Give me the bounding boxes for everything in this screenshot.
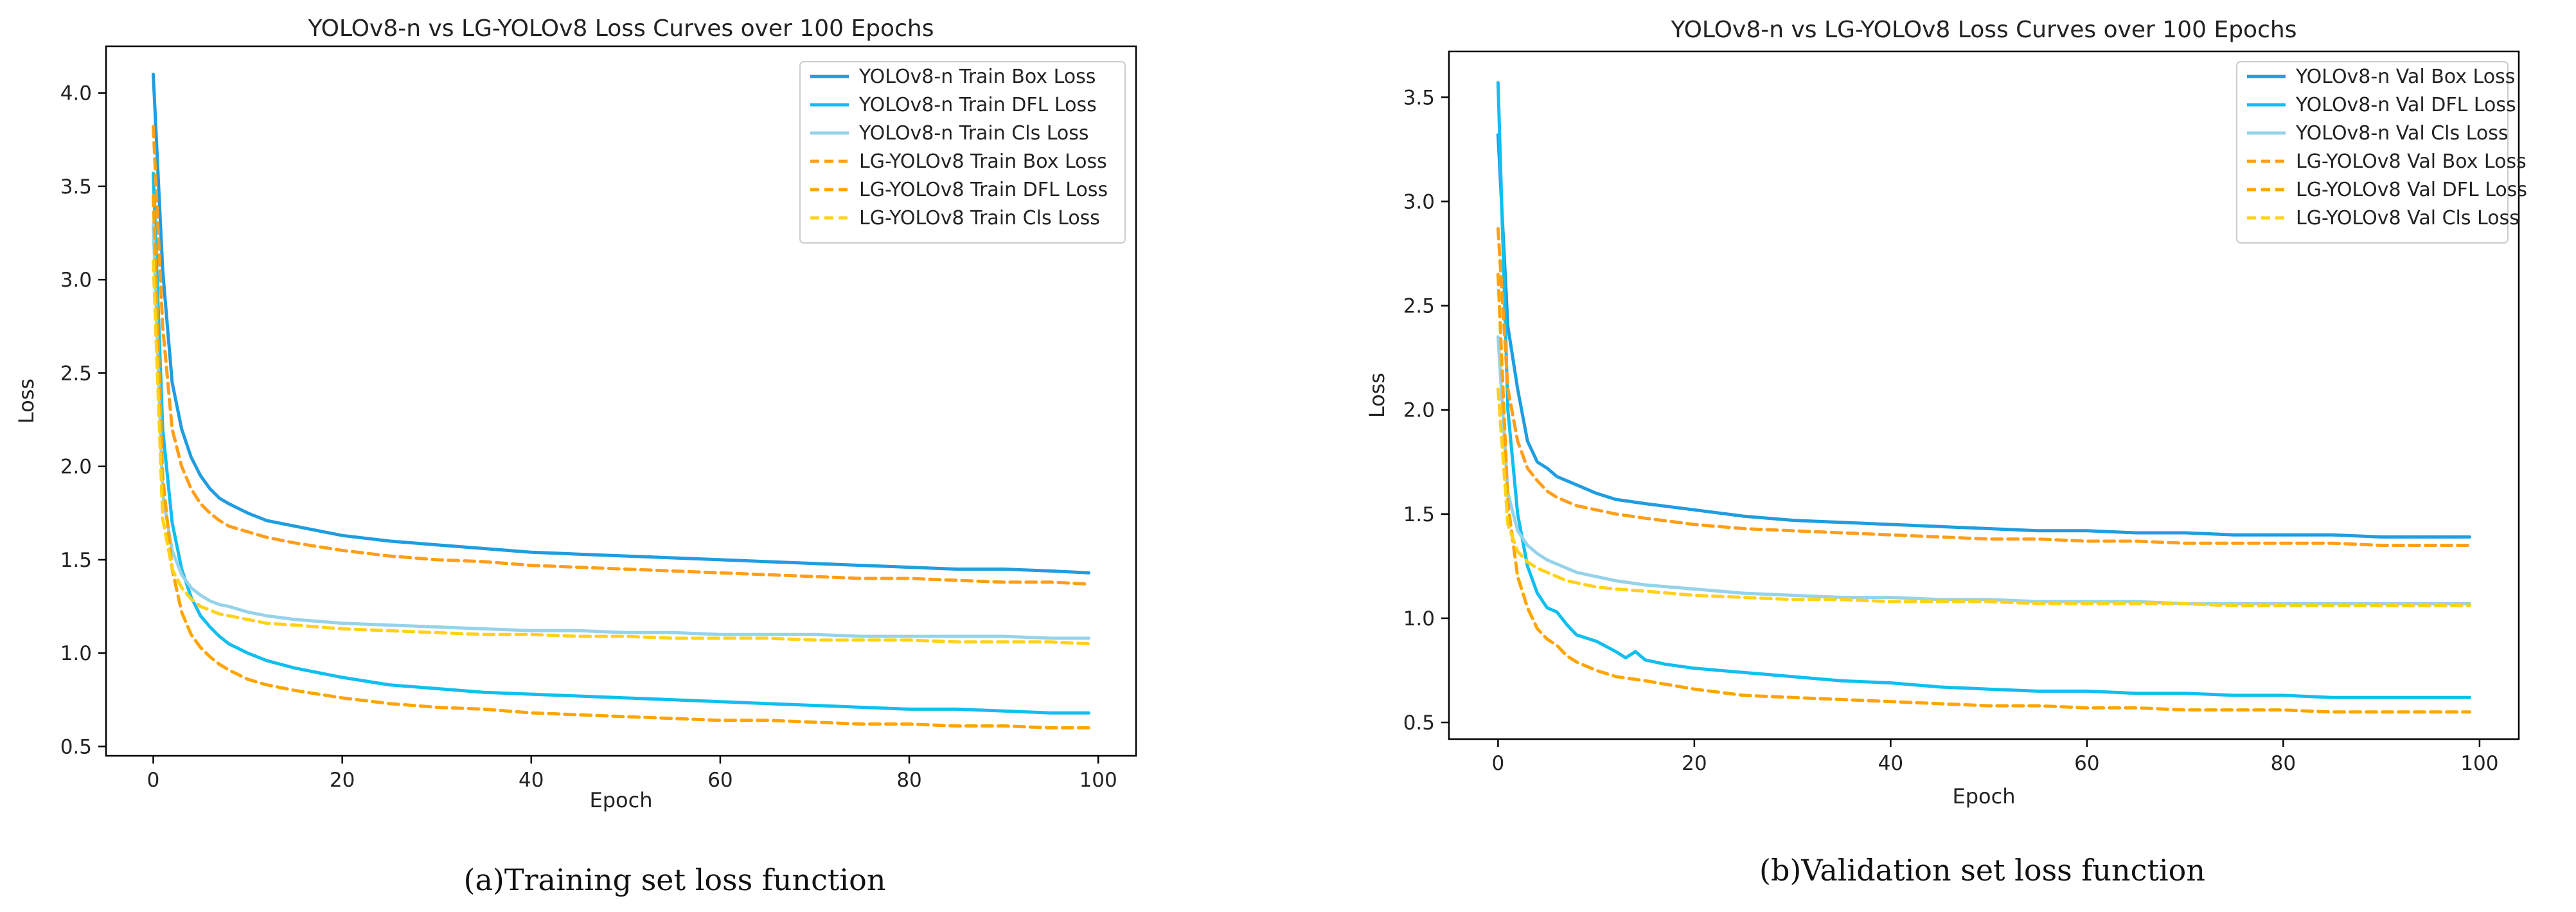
x-tick-label: 40 <box>1878 752 1903 775</box>
x-tick-label: 100 <box>1079 769 1117 792</box>
figure-caption: (b)Validation set loss function <box>1759 853 2205 888</box>
y-axis-label: Loss <box>14 379 39 424</box>
x-tick-label: 20 <box>1682 752 1707 775</box>
series-line-yolov8-n-val-cls-loss <box>1496 335 2472 605</box>
legend-entry-label: YOLOv8-n Val DFL Loss <box>2295 94 2516 116</box>
x-tick-label: 20 <box>330 769 355 792</box>
y-tick-label: 1.5 <box>1403 503 1435 526</box>
y-tick-label: 3.5 <box>60 175 92 199</box>
y-tick-label: 2.5 <box>60 362 92 385</box>
series-line-yolov8-n-val-box-loss <box>1496 133 2472 539</box>
series-line-yolov8-n-val-dfl-loss <box>1496 81 2472 699</box>
figure-caption: (a)Training set loss function <box>464 863 886 897</box>
x-tick-label: 0 <box>147 769 160 792</box>
axes-frame <box>105 45 1137 757</box>
series-line-yolov8-n-train-box-loss <box>152 73 1090 575</box>
x-tick-label: 40 <box>519 769 544 792</box>
series-line-lg-yolov8-val-cls-loss <box>1496 387 2472 607</box>
legend: YOLOv8-n Val Box Loss YOLOv8-n Val DFL Lo… <box>2236 61 2527 244</box>
legend-entry-label: LG-YOLOv8 Val DFL Loss <box>2296 179 2527 201</box>
legend-entry-label: LG-YOLOv8 Val Cls Loss <box>2296 207 2519 229</box>
series-line-lg-yolov8-train-dfl-loss <box>152 193 1090 729</box>
y-tick-label: 0.5 <box>60 735 92 758</box>
series-line-lg-yolov8-val-box-loss <box>1496 227 2472 547</box>
chart-title: YOLOv8-n vs LG-YOLOv8 Loss Curves over 1… <box>308 15 934 42</box>
y-tick-label: 2.5 <box>1403 295 1435 318</box>
y-tick-label: 2.0 <box>60 456 92 479</box>
x-tick-label: 60 <box>2074 752 2099 775</box>
x-tick-label: 60 <box>707 769 733 792</box>
x-tick-label: 80 <box>896 769 921 792</box>
series-line-yolov8-n-train-cls-loss <box>152 222 1090 640</box>
chart-title: YOLOv8-n vs LG-YOLOv8 Loss Curves over 1… <box>1671 17 2297 43</box>
x-tick-label: 80 <box>2271 752 2296 775</box>
series-line-yolov8-n-train-dfl-loss <box>152 172 1090 715</box>
series-line-lg-yolov8-val-dfl-loss <box>1496 273 2472 714</box>
x-axis-label: Epoch <box>590 788 653 812</box>
series-line-lg-yolov8-train-box-loss <box>152 125 1090 586</box>
y-tick-label: 1.0 <box>60 642 92 665</box>
axes-frame <box>1448 50 2520 740</box>
series-line-lg-yolov8-train-cls-loss <box>152 259 1090 646</box>
y-tick-label: 3.0 <box>1403 190 1435 213</box>
legend-entry-label: LG-YOLOv8 Val Box Loss <box>2296 150 2527 173</box>
legend-box <box>2236 61 2509 244</box>
y-tick-label: 0.5 <box>1403 711 1435 735</box>
x-tick-label: 0 <box>1492 752 1505 775</box>
legend-entry-label: LG-YOLOv8 Train Box Loss <box>859 150 1107 173</box>
legend-entry-label: LG-YOLOv8 Train Cls Loss <box>859 207 1100 229</box>
y-tick-label: 1.0 <box>1403 607 1435 630</box>
training-loss-chart: YOLOv8-n vs LG-YOLOv8 Loss Curves over 1… <box>14 15 1137 897</box>
y-tick-label: 2.0 <box>1403 399 1435 422</box>
legend-entry-label: YOLOv8-n Train Box Loss <box>858 66 1096 88</box>
legend-entry-label: YOLOv8-n Val Cls Loss <box>2295 122 2508 145</box>
validation-loss-chart: YOLOv8-n vs LG-YOLOv8 Loss Curves over 1… <box>1365 17 2527 888</box>
y-tick-label: 4.0 <box>60 82 92 105</box>
y-tick-label: 1.5 <box>60 549 92 572</box>
legend-entry-label: YOLOv8-n Train Cls Loss <box>858 122 1089 145</box>
x-tick-label: 100 <box>2460 752 2498 775</box>
y-axis-label: Loss <box>1365 373 1389 418</box>
y-tick-label: 3.0 <box>60 269 92 292</box>
x-axis-label: Epoch <box>1953 784 2016 809</box>
legend-entry-label: YOLOv8-n Val Box Loss <box>2295 66 2515 88</box>
legend-box <box>799 61 1126 244</box>
legend: YOLOv8-n Train Box Loss YOLOv8-n Train DF… <box>799 61 1126 244</box>
legend-entry-label: YOLOv8-n Train DFL Loss <box>858 94 1097 116</box>
legend-entry-label: LG-YOLOv8 Train DFL Loss <box>859 179 1108 201</box>
y-tick-label: 3.5 <box>1403 86 1435 109</box>
